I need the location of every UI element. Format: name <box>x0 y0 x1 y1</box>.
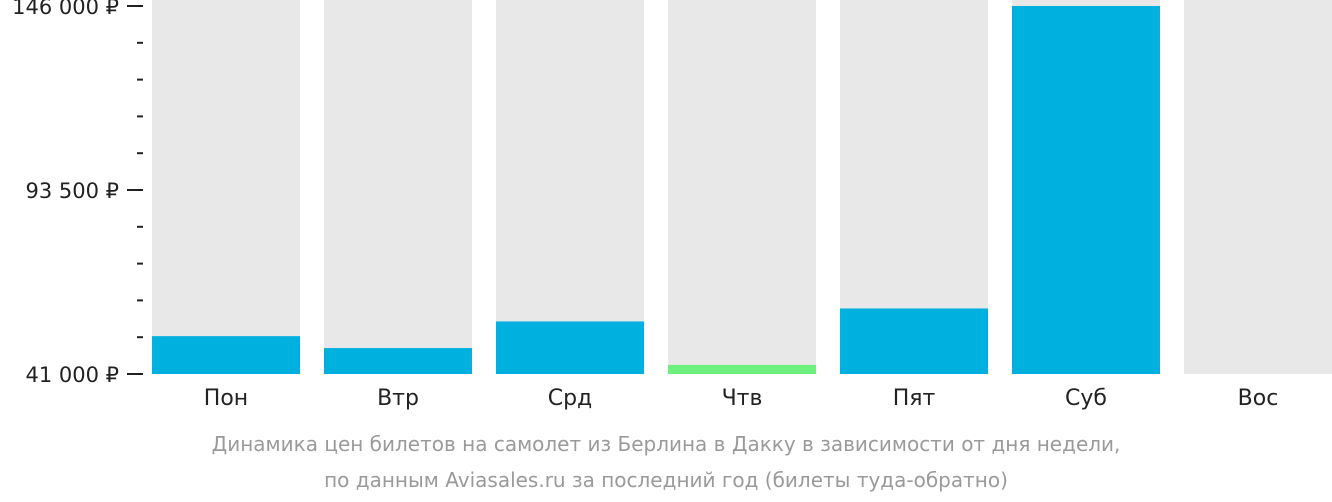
y-tick-label-1: 146 000 ₽ <box>12 0 119 19</box>
chart-caption-line-2: по данным Aviasales.ru за последний год … <box>324 468 1008 492</box>
bar-day-3 <box>496 321 644 374</box>
chart-caption-line-1: Динамика цен билетов на самолет из Берли… <box>211 432 1121 456</box>
x-tick-label-day-5: Пят <box>893 386 936 411</box>
bar-track-day-7 <box>1184 0 1332 374</box>
bar-day-6 <box>1012 6 1160 374</box>
x-tick-label-day-6: Суб <box>1065 386 1107 411</box>
y-axis: 146 000 ₽ 93 500 ₽ 41 000 ₽ <box>12 0 143 387</box>
x-tick-label-day-1: Пон <box>204 386 248 411</box>
bar-day-2 <box>324 348 472 374</box>
x-tick-label-day-4: Чтв <box>722 386 763 411</box>
y-tick-label-2: 93 500 ₽ <box>25 179 119 203</box>
x-tick-label-day-7: Вос <box>1238 386 1279 411</box>
x-tick-label-day-3: Срд <box>548 386 593 411</box>
bar-day-4 <box>668 364 816 374</box>
bar-day-1 <box>152 336 300 374</box>
bar-track-day-3 <box>496 0 644 374</box>
bar-track-day-4 <box>668 0 816 374</box>
y-tick-label-3: 41 000 ₽ <box>25 363 119 387</box>
x-tick-label-day-2: Втр <box>377 386 419 411</box>
bar-track-day-1 <box>152 0 300 374</box>
bar-day-5 <box>840 308 988 374</box>
x-axis: Пон Втр Срд Чтв Пят Суб Вос <box>204 386 1279 411</box>
bars <box>152 6 1160 374</box>
bar-track-day-2 <box>324 0 472 374</box>
